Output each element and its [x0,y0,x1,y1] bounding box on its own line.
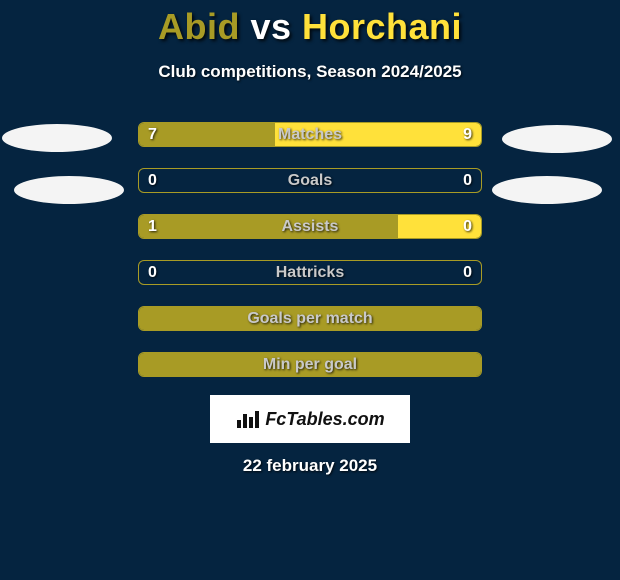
player-a-avatar-placeholder [2,124,112,152]
stat-row: 00Hattricks [0,260,620,285]
metric-label: Hattricks [138,260,482,285]
competition-subtitle: Club competitions, Season 2024/2025 [0,62,620,82]
chart-icon [235,408,261,430]
vs-separator: vs [240,6,302,47]
player-a-avatar-placeholder [14,176,124,204]
comparison-chart: 79Matches00Goals10Assists00HattricksGoal… [0,122,620,377]
metric-label: Matches [138,122,482,147]
metric-label: Min per goal [138,352,482,377]
player-b-avatar-placeholder [502,125,612,153]
metric-label: Goals per match [138,306,482,331]
player-b-avatar-placeholder [492,176,602,204]
logo-text: FcTables.com [265,409,384,430]
stat-row: Goals per match [0,306,620,331]
player-a-name: Abid [158,6,240,47]
metric-label: Goals [138,168,482,193]
stat-row: Min per goal [0,352,620,377]
metric-label: Assists [138,214,482,239]
stat-row: 10Assists [0,214,620,239]
infographic-date: 22 february 2025 [0,456,620,476]
comparison-title: Abid vs Horchani [0,0,620,48]
player-b-name: Horchani [302,6,462,47]
fctables-logo: FcTables.com [210,395,410,443]
